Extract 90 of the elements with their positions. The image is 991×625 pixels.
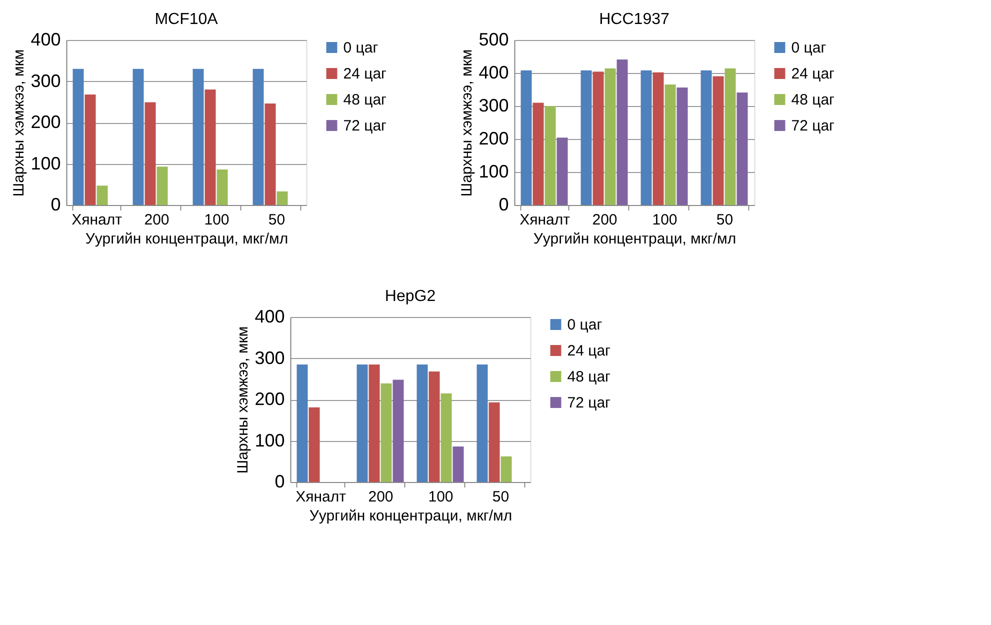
x-tick-label: 200 bbox=[368, 488, 394, 506]
bar bbox=[712, 76, 724, 205]
bar bbox=[156, 166, 168, 205]
bar bbox=[192, 68, 204, 205]
bar bbox=[132, 68, 144, 205]
y-tick-label: 100 bbox=[30, 153, 61, 174]
y-tick-label: 0 bbox=[274, 472, 285, 492]
x-axis-title: Уургийн концентраци, мкг/мл bbox=[85, 230, 288, 248]
y-tick-label: 200 bbox=[30, 112, 61, 132]
bar bbox=[440, 393, 452, 482]
x-tick-label: 200 bbox=[144, 212, 170, 228]
bar bbox=[452, 446, 464, 482]
y-tick-label: 0 bbox=[50, 194, 61, 214]
bar bbox=[276, 191, 288, 205]
y-tick-label: 300 bbox=[478, 96, 509, 116]
bar bbox=[144, 102, 156, 205]
y-tick-label: 500 bbox=[478, 30, 509, 50]
legend-label: 0 цаг bbox=[567, 316, 603, 334]
bar bbox=[640, 70, 652, 205]
bar bbox=[96, 186, 108, 205]
x-tick-label: 50 bbox=[268, 212, 286, 228]
bar bbox=[736, 92, 748, 205]
bar bbox=[476, 364, 488, 482]
bar bbox=[216, 170, 228, 205]
y-tick-label: 200 bbox=[478, 128, 509, 148]
bar bbox=[296, 364, 308, 482]
x-axis-title: Уургийн концентраци, мкг/мл bbox=[309, 508, 512, 524]
bar bbox=[488, 402, 500, 482]
legend-label: 0 цаг bbox=[791, 40, 827, 56]
bar bbox=[724, 68, 736, 205]
bar bbox=[72, 68, 84, 205]
legend-label: 24 цаг bbox=[343, 66, 388, 82]
y-axis-title: Шархны хэмжээ, мкм bbox=[234, 326, 252, 474]
legend-label: 48 цаг bbox=[791, 92, 836, 108]
bar bbox=[676, 88, 688, 205]
legend-label: 24 цаг bbox=[791, 66, 836, 82]
x-tick-label: 200 bbox=[592, 212, 618, 228]
chart-title: HCC1937 bbox=[599, 11, 670, 28]
bar bbox=[252, 68, 264, 205]
x-tick-label: 100 bbox=[428, 488, 454, 506]
bar bbox=[532, 102, 544, 205]
y-tick-label: 300 bbox=[254, 348, 285, 368]
bar bbox=[592, 72, 604, 205]
x-tick-label: Хяналт bbox=[520, 212, 570, 228]
y-tick-label: 400 bbox=[30, 30, 61, 50]
legend-label: 0 цаг bbox=[343, 40, 379, 56]
legend-label: 72 цаг bbox=[791, 118, 836, 134]
y-tick-label: 100 bbox=[478, 162, 509, 182]
bar bbox=[264, 104, 276, 205]
legend-label: 48 цаг bbox=[567, 368, 612, 386]
x-tick-label: Хяналт bbox=[296, 488, 346, 506]
y-tick-label: 0 bbox=[498, 194, 509, 214]
bar bbox=[392, 380, 404, 482]
bar bbox=[428, 371, 440, 482]
y-tick-label: 300 bbox=[30, 70, 61, 91]
y-axis-title: Шархны хэмжээ, мкм bbox=[10, 49, 28, 197]
bar bbox=[380, 383, 392, 482]
legend-label: 48 цаг bbox=[343, 92, 388, 108]
x-tick-label: 100 bbox=[652, 212, 678, 228]
bar bbox=[580, 70, 592, 205]
y-tick-label: 100 bbox=[254, 430, 285, 450]
legend-label: 24 цаг bbox=[567, 342, 612, 360]
x-tick-label: Хяналт bbox=[72, 212, 122, 228]
bar bbox=[356, 364, 368, 482]
bar bbox=[664, 84, 676, 205]
bar bbox=[520, 70, 532, 205]
legend-label: 72 цаг bbox=[567, 394, 612, 412]
bar bbox=[84, 94, 96, 205]
legend-label: 72 цаг bbox=[343, 118, 388, 134]
bar bbox=[544, 106, 556, 205]
bar bbox=[652, 72, 664, 205]
bar bbox=[604, 68, 616, 205]
bar bbox=[368, 364, 380, 482]
bar bbox=[556, 138, 568, 205]
bar bbox=[500, 456, 512, 482]
x-tick-label: 100 bbox=[204, 212, 230, 228]
bar bbox=[204, 90, 216, 205]
bar bbox=[308, 407, 320, 482]
y-tick-label: 400 bbox=[254, 306, 285, 326]
y-tick-label: 400 bbox=[478, 62, 509, 82]
y-tick-label: 200 bbox=[254, 389, 285, 409]
chart-title: MCF10A bbox=[154, 11, 218, 28]
y-axis-title: Шархны хэмжээ, мкм bbox=[458, 49, 476, 197]
x-axis-title: Уургийн концентраци, мкг/мл bbox=[533, 230, 736, 248]
bar bbox=[616, 59, 628, 205]
chart-title: HepG2 bbox=[384, 288, 436, 305]
x-tick-label: 50 bbox=[716, 212, 734, 228]
x-tick-label: 50 bbox=[492, 488, 510, 506]
bar bbox=[416, 364, 428, 482]
bar bbox=[700, 70, 712, 205]
